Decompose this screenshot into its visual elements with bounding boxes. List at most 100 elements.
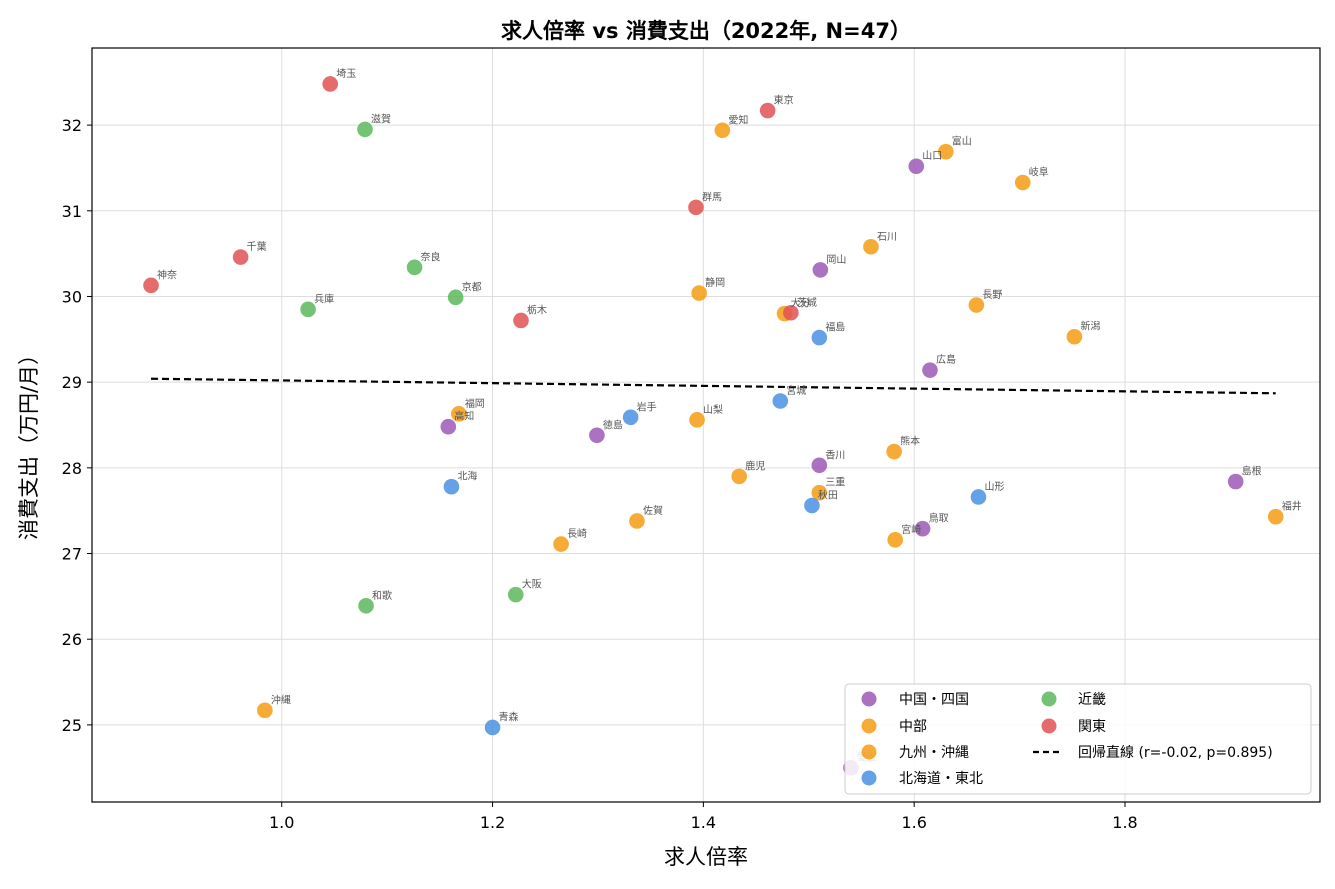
chart-title: 求人倍率 vs 消費支出（2022年, N=47） [501,19,911,43]
data-point [811,457,828,474]
data-point [968,297,985,313]
point-label: 福岡 [465,397,485,410]
point-label: 埼玉 [336,67,356,80]
point-label: 徳島 [603,418,623,431]
data-point [811,329,828,346]
data-point [357,121,373,138]
point-label: 高知 [454,410,474,423]
legend-marker [1041,718,1057,734]
point-label: 岩手 [637,400,657,413]
data-point [1267,508,1284,525]
data-point [406,259,423,276]
data-point [783,304,799,321]
x-tick-label: 1.6 [901,813,926,832]
point-label: 鳥取 [929,512,949,525]
point-label: 山形 [984,481,1004,493]
data-point [440,418,457,435]
legend-box [844,683,1312,795]
data-point [143,277,159,294]
data-point [811,484,828,501]
legend-marker [861,770,877,786]
point-label: 京都 [462,280,482,293]
y-axis-label: 消費支出（万円/月） [17,344,41,540]
point-label: 沖縄 [271,693,291,706]
point-label: 山口 [922,150,942,162]
point-label: 新潟 [1080,320,1100,333]
point-label: 福島 [825,321,845,334]
legend-label: 近畿 [1078,692,1106,708]
data-point [443,478,460,495]
data-point [451,406,467,422]
data-point [484,719,501,736]
point-label: 秋田 [818,489,838,502]
data-point [689,412,705,428]
data-point [1014,174,1031,191]
regression-line [151,377,1276,395]
point-label: 石川 [877,232,897,243]
grid [92,48,1320,802]
legend-label: 中国・四国 [899,692,969,708]
point-label: 宮崎 [901,523,921,536]
legend-label: 回帰直線 (r=-0.02, p=0.895) [1078,744,1273,761]
data-point [232,249,249,265]
data-point [257,702,273,719]
data-point [886,443,902,460]
point-label: 茨城 [797,296,817,309]
axis-ticks: 1.0 1.2 1.4 1.6 1.8 25 26 27 28 29 30 31 32 [62,116,1138,832]
data-point [914,520,931,537]
regression-layer [151,377,1276,395]
data-point [772,393,789,409]
point-label: 香川 [825,449,845,461]
point-label: 東京 [774,94,794,107]
y-tick-label: 31 [62,202,82,221]
point-label: 三重 [825,476,845,489]
legend-marker [861,718,877,734]
x-tick-label: 1.0 [269,813,294,832]
data-point [622,409,639,426]
data-point [970,489,987,505]
y-tick-label: 27 [62,545,82,564]
data-point [688,199,704,216]
data-point [863,238,879,255]
point-label: 岐阜 [1029,166,1049,179]
y-tick-label: 26 [62,630,82,649]
x-tick-label: 1.2 [480,813,505,832]
data-point [908,158,925,175]
data-point [1227,473,1244,490]
point-label: 大阪 [522,578,542,591]
y-tick-label: 28 [62,459,82,478]
point-label: 滋賀 [371,112,391,125]
point-label: 千葉 [247,240,267,253]
x-axis-label: 求人倍率 [664,845,748,869]
data-point [513,312,529,329]
legend-label: 九州・沖縄 [899,745,969,761]
point-label: 神奈 [157,268,177,281]
data-point [691,285,707,301]
points-layer [143,76,1284,776]
data-point [938,143,954,160]
point-label: 島根 [1242,465,1262,478]
data-point [714,122,731,139]
data-point [812,262,829,278]
point-label: 宮城 [786,384,806,397]
point-label: 青森 [499,710,519,723]
point-label: 静岡 [705,276,725,289]
x-tick-label: 1.8 [1112,813,1137,832]
data-point [589,427,605,444]
point-label: 和歌 [372,589,392,602]
data-point [1066,328,1083,345]
data-point [759,102,776,119]
point-label: 長野 [982,289,1002,301]
data-point [553,536,569,552]
data-point [629,513,645,529]
point-label: 佐賀 [643,505,663,517]
y-tick-label: 25 [62,716,82,735]
legend-label: 北海道・東北 [899,771,983,787]
legend-marker [861,744,877,760]
x-tick-label: 1.4 [691,813,716,832]
data-point [804,497,820,514]
data-point [507,586,524,603]
data-point [447,289,464,306]
